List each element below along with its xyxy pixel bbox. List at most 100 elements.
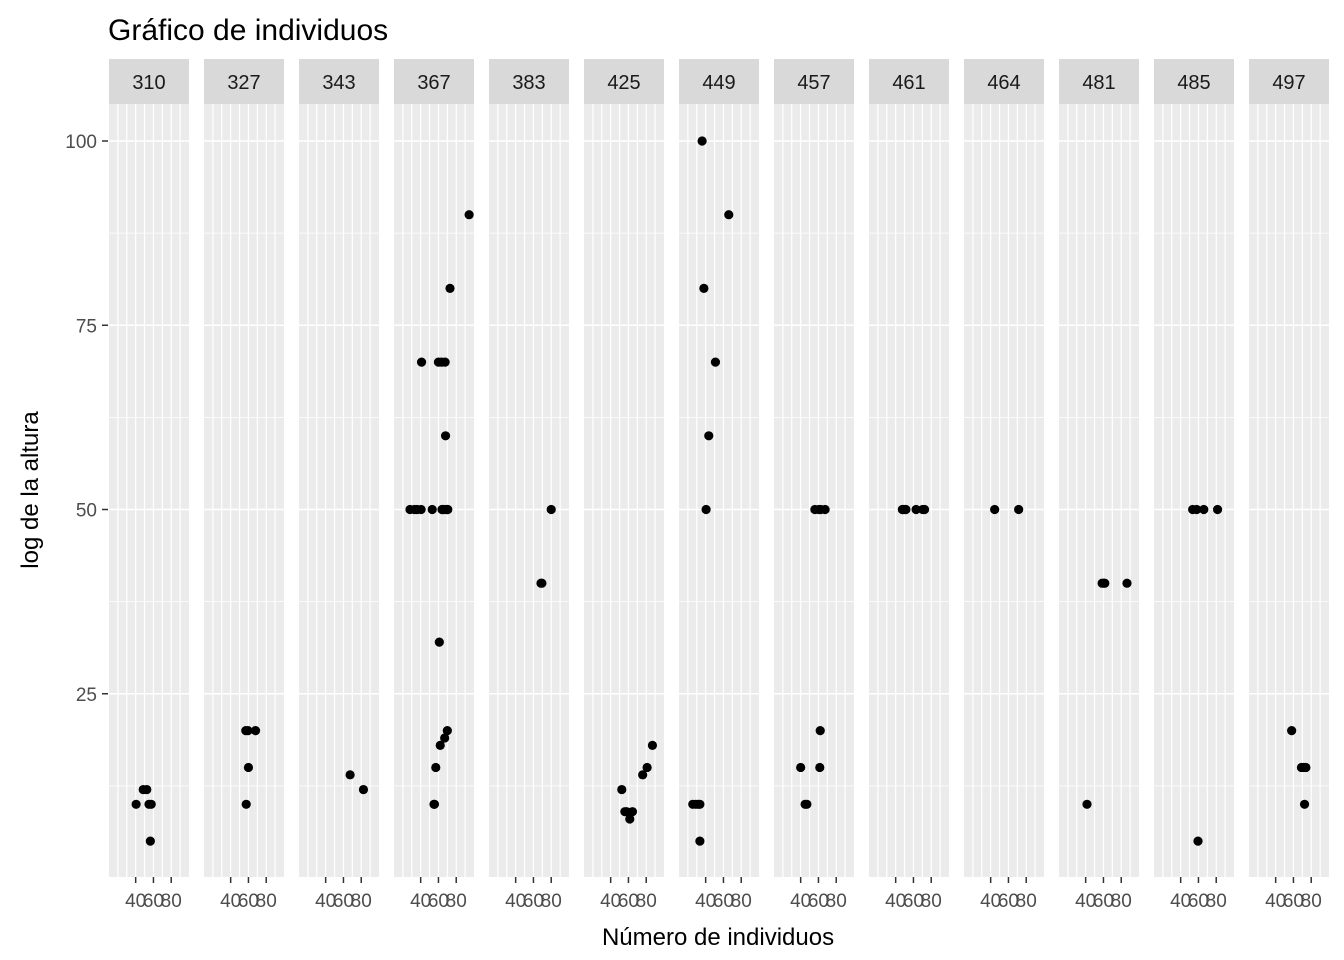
facet-strip-label: 367	[417, 72, 450, 94]
data-point	[638, 770, 648, 780]
data-point	[416, 357, 427, 367]
data-point	[695, 799, 705, 809]
y-axis-title: log de la altura	[17, 411, 44, 569]
y-tick-label: 25	[76, 685, 97, 706]
x-tick-label: 80	[446, 891, 467, 912]
data-point	[820, 504, 830, 515]
data-point	[919, 504, 930, 515]
data-point	[642, 762, 652, 773]
data-point	[427, 504, 437, 515]
facet-strip-label: 461	[892, 72, 925, 94]
panel-background	[964, 104, 1044, 877]
data-point	[815, 726, 825, 736]
facet-strip	[109, 59, 189, 104]
data-point	[142, 784, 152, 795]
data-point	[537, 578, 547, 588]
panel-background	[394, 104, 474, 877]
data-point	[1301, 762, 1311, 773]
x-tick-label: 80	[1301, 891, 1322, 912]
facet-strip	[1154, 59, 1234, 104]
data-point	[704, 431, 714, 441]
panel-background	[204, 104, 284, 877]
x-tick-label: 40	[125, 891, 146, 912]
data-point	[901, 504, 911, 515]
data-point	[1100, 578, 1110, 588]
x-tick-label: 40	[1170, 891, 1191, 912]
data-point	[815, 762, 825, 773]
data-point	[990, 504, 1000, 515]
data-point	[1122, 578, 1132, 588]
data-point	[345, 770, 355, 780]
y-tick-label: 50	[76, 501, 97, 522]
data-point	[445, 283, 455, 293]
data-point	[627, 807, 638, 817]
data-point	[699, 283, 709, 293]
x-tick-label: 80	[731, 891, 752, 912]
x-tick-label: 80	[1111, 891, 1132, 912]
facet-strip-label: 481	[1082, 72, 1115, 94]
x-tick-label: 60	[713, 891, 734, 912]
facet-strip	[869, 59, 949, 104]
facet-strip	[964, 59, 1044, 104]
x-tick-label: 60	[333, 891, 354, 912]
data-point	[724, 210, 734, 220]
data-point	[416, 504, 426, 515]
data-point	[442, 726, 452, 736]
data-point	[1287, 726, 1297, 736]
x-tick-label: 60	[428, 891, 449, 912]
facet-strip	[489, 59, 569, 104]
x-tick-label: 40	[790, 891, 811, 912]
data-point	[145, 836, 155, 846]
facet-strip-label: 425	[607, 72, 640, 94]
data-point	[1082, 799, 1092, 809]
facet-strip	[679, 59, 759, 104]
data-point	[437, 504, 447, 515]
x-tick-label: 40	[600, 891, 621, 912]
x-tick-label: 80	[921, 891, 942, 912]
x-tick-label: 60	[143, 891, 164, 912]
data-point	[796, 762, 806, 773]
data-point	[1299, 799, 1310, 809]
facet-strip	[774, 59, 854, 104]
x-tick-label: 60	[523, 891, 544, 912]
data-point	[701, 504, 711, 515]
data-point	[243, 762, 254, 773]
x-tick-label: 40	[695, 891, 716, 912]
data-point	[243, 726, 253, 736]
panel-background	[679, 104, 759, 877]
chart-title: Gráfico de individuos	[108, 14, 388, 47]
x-tick-label: 80	[1016, 891, 1037, 912]
facet-strip	[1249, 59, 1329, 104]
x-tick-label: 80	[256, 891, 277, 912]
x-tick-label: 80	[1206, 891, 1227, 912]
y-tick-label: 100	[65, 132, 97, 153]
x-tick-label: 40	[885, 891, 906, 912]
facet-strip-label: 457	[797, 72, 830, 94]
facet-strip	[299, 59, 379, 104]
x-tick-label: 60	[808, 891, 829, 912]
data-point	[710, 357, 721, 367]
x-tick-label: 40	[220, 891, 241, 912]
facet-strip	[584, 59, 664, 104]
data-point	[647, 740, 658, 750]
data-point	[131, 799, 141, 809]
data-point	[1193, 836, 1203, 846]
data-point	[146, 799, 156, 809]
data-point	[697, 136, 707, 146]
x-tick-label: 40	[1075, 891, 1096, 912]
facet-strip-label: 310	[132, 72, 165, 94]
data-point	[241, 799, 251, 809]
data-point	[250, 726, 261, 736]
x-tick-label: 80	[161, 891, 182, 912]
x-tick-label: 40	[410, 891, 431, 912]
x-tick-label: 80	[541, 891, 562, 912]
panel-background	[1154, 104, 1234, 877]
x-tick-label: 40	[980, 891, 1001, 912]
data-point	[625, 814, 635, 824]
